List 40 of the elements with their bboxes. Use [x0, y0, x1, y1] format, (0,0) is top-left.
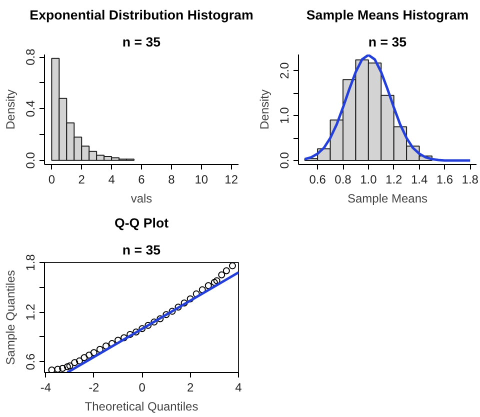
- y-tick-label: 0.0: [24, 152, 38, 169]
- x-tick-label: 1.0: [360, 172, 378, 186]
- y-tick-label: 2.0: [278, 62, 292, 80]
- chart-title: Sample Means Histogram: [306, 8, 469, 22]
- x-tick-label: 4: [108, 172, 116, 186]
- chart-subtitle: n = 35: [122, 242, 162, 258]
- y-tick-label: 0.8: [24, 48, 38, 66]
- y-tick-label: 0.6: [24, 353, 38, 370]
- y-axis-title: Sample Quantiles: [4, 270, 18, 365]
- y-axis-title: Density: [258, 89, 272, 130]
- y-tick-label: 1.0: [278, 106, 292, 124]
- y-axis-title: Density: [4, 89, 18, 130]
- x-tick-label: 0.6: [309, 172, 326, 186]
- x-tick-label: -2: [88, 380, 100, 394]
- x-axis-title: vals: [130, 192, 152, 206]
- x-tick-label: 1.2: [386, 172, 403, 186]
- x-axis-title: Sample Means: [347, 192, 428, 206]
- y-tick-label: 1.8: [24, 254, 38, 271]
- x-tick-label: 0: [138, 380, 146, 394]
- x-tick-label: 2: [78, 172, 86, 186]
- x-tick-label: 10: [194, 172, 208, 186]
- chart-title: Exponential Distribution Histogram: [30, 8, 254, 22]
- x-tick-label: 0.8: [334, 172, 352, 186]
- x-tick-label: 4: [235, 380, 242, 394]
- x-tick-label: 0: [48, 172, 56, 186]
- x-tick-label: 6: [138, 172, 146, 186]
- x-tick-label: 1.6: [436, 172, 454, 186]
- x-tick-label: -4: [40, 380, 52, 394]
- x-axis-title: Theoretical Quantiles: [84, 400, 198, 414]
- chart-title: Q-Q Plot: [114, 216, 170, 230]
- x-tick-label: 1.4: [410, 172, 428, 186]
- y-tick-label: 0.0: [278, 152, 292, 169]
- x-tick-label: 8: [168, 172, 176, 186]
- x-tick-label: 12: [224, 172, 238, 186]
- y-tick-label: 0.4: [24, 100, 38, 118]
- x-tick-label: 2: [186, 380, 194, 394]
- y-tick-label: 1.2: [24, 303, 38, 320]
- chart-subtitle: n = 35: [122, 34, 162, 50]
- chart-subtitle: n = 35: [368, 34, 408, 50]
- x-tick-label: 1.8: [462, 172, 479, 186]
